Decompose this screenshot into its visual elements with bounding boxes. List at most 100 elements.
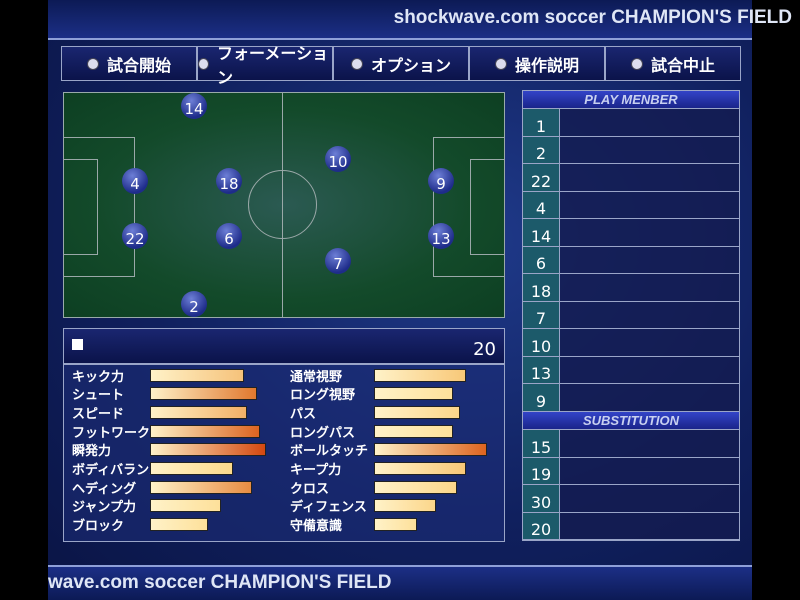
member-number: 4 [523,191,560,218]
center-circle [248,170,317,239]
start-match-button[interactable]: 試合開始 [62,47,198,80]
player-marker[interactable]: 2 [181,291,207,317]
player-marker[interactable]: 10 [325,146,351,172]
member-number: 13 [523,356,560,383]
stat-bar [150,405,248,419]
stat-row: ロングパス [290,422,454,441]
stat-bar [374,424,454,438]
member-row[interactable]: 18 [523,274,739,302]
goal-box [470,159,505,255]
player-marker[interactable]: 7 [325,248,351,274]
member-name [560,109,739,136]
member-name [560,430,739,457]
member-number: 7 [523,301,560,328]
stat-row: ヘディング [72,478,252,497]
player-marker[interactable]: 13 [428,223,454,249]
member-row[interactable]: 7 [523,301,739,329]
soccer-ball-icon [630,57,643,70]
stat-bar [374,480,457,494]
stat-row: シュート [72,385,257,403]
member-row[interactable]: 14 [523,219,739,247]
stat-bar [374,443,487,457]
stat-label: ジャンプ力 [72,500,136,516]
substitution-list: SUBSTITUTION 15 19 30 20 [522,411,740,541]
member-row[interactable]: 6 [523,246,739,274]
instructions-button[interactable]: 操作説明 [470,47,606,80]
options-button[interactable]: オプション [334,47,470,80]
stat-label: フットワーク [72,425,151,441]
stat-row: ロング視野 [290,385,454,403]
title-text: shockwave.com soccer CHAMPION'S FIELD [393,7,792,28]
quit-match-button[interactable]: 試合中止 [606,47,740,80]
stat-bar [150,480,252,494]
member-number: 14 [523,219,560,246]
stat-row: ブロック [72,516,208,534]
stat-label: ディフェンス [290,500,367,516]
stat-bar [150,387,257,401]
stat-bar [374,405,461,419]
stat-bar [374,387,454,401]
player-marker[interactable]: 18 [216,168,242,194]
square-icon [72,339,83,350]
stat-label: パス [290,406,317,422]
formation-button[interactable]: フォーメーション [198,44,334,87]
member-row[interactable]: 15 [523,430,739,458]
member-number: 1 [523,109,560,136]
soccer-ball-icon [198,57,210,70]
stat-row: クロス [290,478,457,497]
stat-label: 瞬発力 [72,444,112,460]
stat-bar [150,518,208,532]
stat-label: スピード [72,406,125,422]
member-number: 15 [523,430,560,457]
play-member-list: PLAY MENBER 1 2 22 4 14 6 18 7 10 13 9 [522,90,740,413]
member-row[interactable]: 30 [523,485,739,513]
member-name [560,136,739,163]
member-number: 20 [523,512,560,539]
member-name [560,274,739,301]
menu-label: オプション [370,55,451,75]
stat-bar [374,368,467,382]
stat-label: ヘディング [72,481,137,497]
member-name [560,246,739,273]
menu-label: 操作説明 [514,55,579,75]
soccer-ball-icon [494,57,507,70]
member-row[interactable]: 19 [523,457,739,485]
player-marker[interactable]: 4 [122,168,148,194]
title-banner: shockwave.com soccer CHAMPION'S FIELD [48,0,792,40]
soccer-ball-icon [350,57,363,70]
stat-row: ディフェンス [290,497,437,516]
member-row[interactable]: 9 [523,384,739,412]
stat-row: 瞬発力 [72,441,267,460]
member-row[interactable]: 20 [523,512,739,540]
member-row[interactable]: 2 [523,136,739,164]
member-name [560,329,739,356]
stat-label: ロングパス [290,425,356,441]
player-marker[interactable]: 14 [181,93,207,119]
member-number: 30 [523,485,560,512]
stat-label: ボールタッチ [290,444,369,460]
stat-label: キック力 [72,369,125,385]
footer-banner: wave.com soccer CHAMPION'S FIELD [48,565,752,600]
stat-row: キープ力 [290,460,467,478]
member-name [560,164,739,191]
member-row[interactable]: 22 [523,164,739,192]
stat-row: スピード [72,403,248,422]
member-row[interactable]: 13 [523,356,739,384]
stat-label: 守備意識 [290,519,343,535]
member-row[interactable]: 10 [523,329,739,357]
player-marker[interactable]: 22 [122,223,148,249]
stat-bar [374,518,418,532]
player-marker[interactable]: 6 [216,223,242,249]
member-name [560,512,739,539]
member-number: 22 [523,164,560,191]
player-marker[interactable]: 9 [428,168,454,194]
member-number: 9 [523,384,560,411]
player-stats-header: 20 [64,329,504,365]
stat-label: シュート [72,388,125,404]
stat-row: ジャンプ力 [72,497,221,515]
member-row[interactable]: 4 [523,191,739,219]
stat-label: 通常視野 [290,369,343,385]
substitution-title: SUBSTITUTION [523,412,739,430]
stat-bar [150,499,221,513]
member-row[interactable]: 1 [523,109,739,137]
